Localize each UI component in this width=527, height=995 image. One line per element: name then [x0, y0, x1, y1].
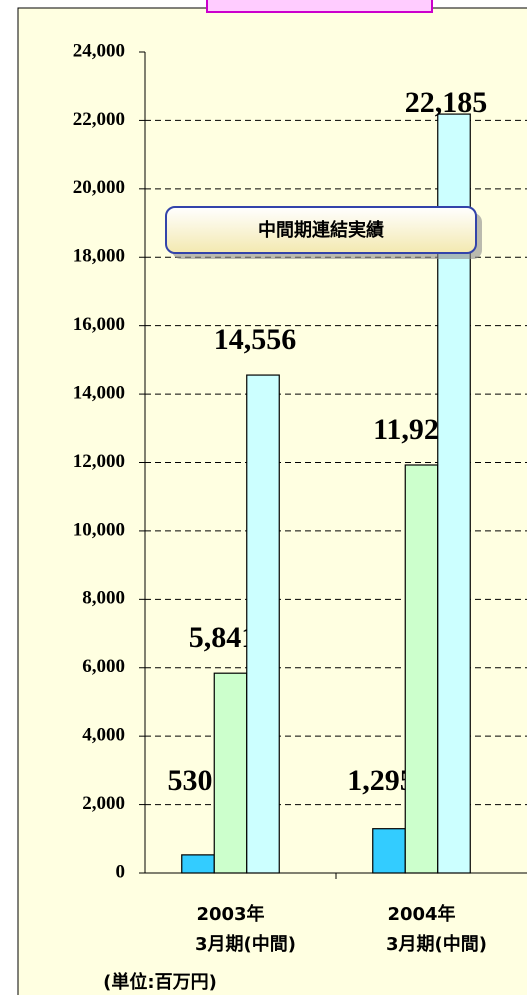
y-tick-label: 24,000 — [73, 40, 125, 61]
data-label: 530 — [168, 764, 213, 797]
bar — [213, 672, 248, 874]
y-tick-label: 0 — [116, 861, 126, 882]
x-tick-label: 3月期(中間) — [195, 933, 296, 955]
y-tick-label: 10,000 — [73, 519, 125, 540]
x-tick-label: 3月期(中間) — [386, 933, 487, 955]
y-tick-label: 12,000 — [73, 451, 125, 472]
y-tick-label: 14,000 — [73, 382, 125, 403]
bar — [372, 828, 406, 874]
y-tick-label: 22,000 — [73, 109, 125, 130]
data-label: 5,841 — [189, 621, 257, 654]
annotation-box — [165, 206, 477, 254]
header-box — [206, 0, 433, 13]
y-tick-label: 20,000 — [73, 177, 125, 198]
y-tick-label: 6,000 — [82, 656, 125, 677]
data-label: 22,185 — [405, 86, 488, 119]
x-tick-label: 2004年 — [387, 903, 455, 925]
bar — [181, 854, 215, 874]
y-tick-label: 4,000 — [82, 725, 125, 746]
data-label: 14,556 — [214, 323, 297, 356]
y-tick-label: 16,000 — [73, 314, 125, 335]
data-label: 1,295 — [347, 764, 415, 797]
y-tick-label: 18,000 — [73, 246, 125, 267]
x-tick-label: 2003年 — [196, 903, 264, 925]
y-tick-label: 2,000 — [82, 793, 125, 814]
unit-label: (単位:百万円) — [103, 971, 217, 993]
bar — [404, 464, 439, 874]
y-tick-label: 8,000 — [82, 588, 125, 609]
annotation: 中間期連結実績 — [258, 219, 384, 241]
bar — [246, 374, 280, 874]
